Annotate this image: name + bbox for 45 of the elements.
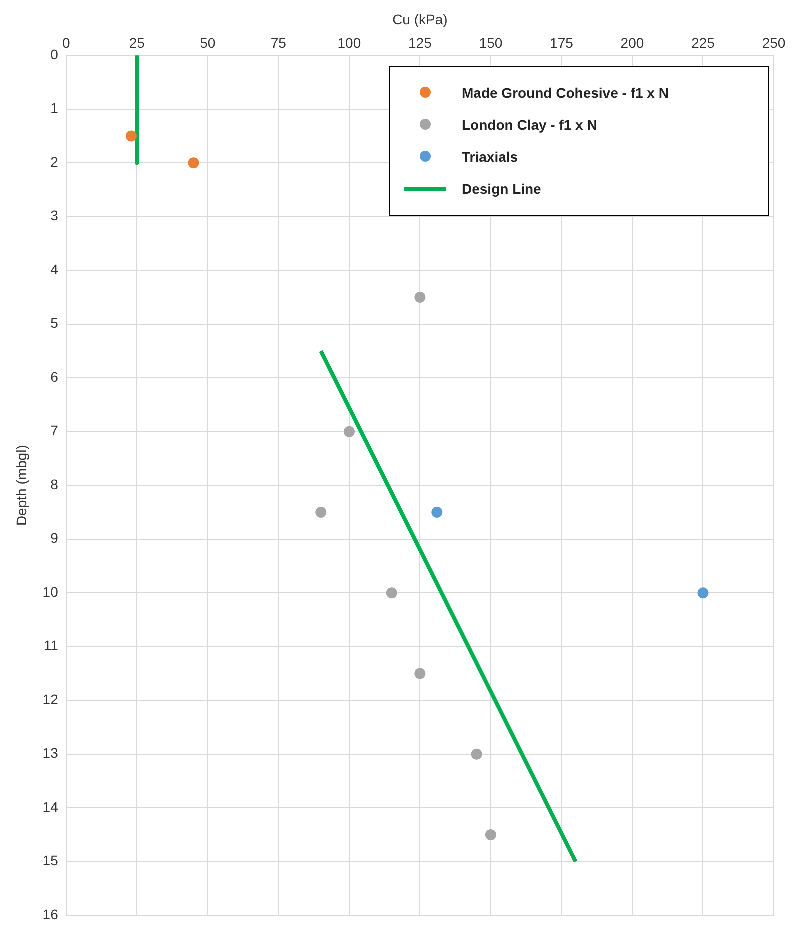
x-tick-label: 225: [692, 35, 716, 52]
point: [485, 829, 496, 840]
x-tick-label: 200: [620, 35, 644, 52]
point: [344, 426, 355, 438]
y-tick-label: 15: [42, 852, 59, 869]
x-tick-label: 100: [338, 35, 362, 52]
x-tick-label: 0: [62, 35, 70, 52]
y-tick-label: 11: [44, 638, 59, 654]
x-tick-label: 50: [200, 35, 216, 52]
y-tick-label: 1: [50, 100, 59, 116]
y-tick-label: 2: [50, 154, 59, 170]
y-tick-label: 8: [50, 476, 59, 492]
point: [414, 668, 426, 680]
y-tick-label: 13: [42, 745, 59, 762]
x-tick-label: 175: [550, 35, 574, 52]
y-tick-label: 0: [50, 46, 59, 62]
y-tick-label: 6: [50, 368, 59, 385]
y-tick-label: 4: [50, 261, 59, 278]
y-tick-label: 14: [42, 798, 59, 815]
y-tick-label: 9: [50, 530, 59, 546]
x-tick-label: 125: [408, 35, 432, 52]
y-axis-title: Depth (mbgl): [13, 445, 30, 526]
x-tick-label: 250: [762, 35, 786, 52]
point: [471, 748, 482, 760]
point: [126, 130, 137, 142]
y-tick-label: 3: [50, 208, 59, 224]
legend-label: Triaxials: [462, 148, 518, 165]
x-tick-label: 150: [479, 35, 503, 52]
point: [386, 588, 398, 599]
x-axis-title: Cu (kPa): [392, 11, 448, 28]
point: [432, 506, 443, 518]
y-tick-label: 7: [50, 422, 59, 439]
legend-label: Design Line: [462, 180, 542, 197]
y-tick-label: 16: [42, 906, 59, 922]
x-tick-label: 75: [270, 35, 287, 52]
y-tick-label: 12: [42, 691, 59, 708]
y-tick-label: 10: [42, 584, 59, 600]
legend-label: Made Ground Cohesive - f1 x N: [462, 84, 669, 101]
x-tick-label: 25: [129, 35, 146, 52]
point: [188, 158, 200, 169]
y-tick-label: 5: [50, 315, 59, 332]
legend-label: London Clay - f1 x N: [462, 116, 598, 133]
point: [414, 292, 426, 303]
point: [698, 588, 709, 599]
point: [316, 506, 327, 518]
